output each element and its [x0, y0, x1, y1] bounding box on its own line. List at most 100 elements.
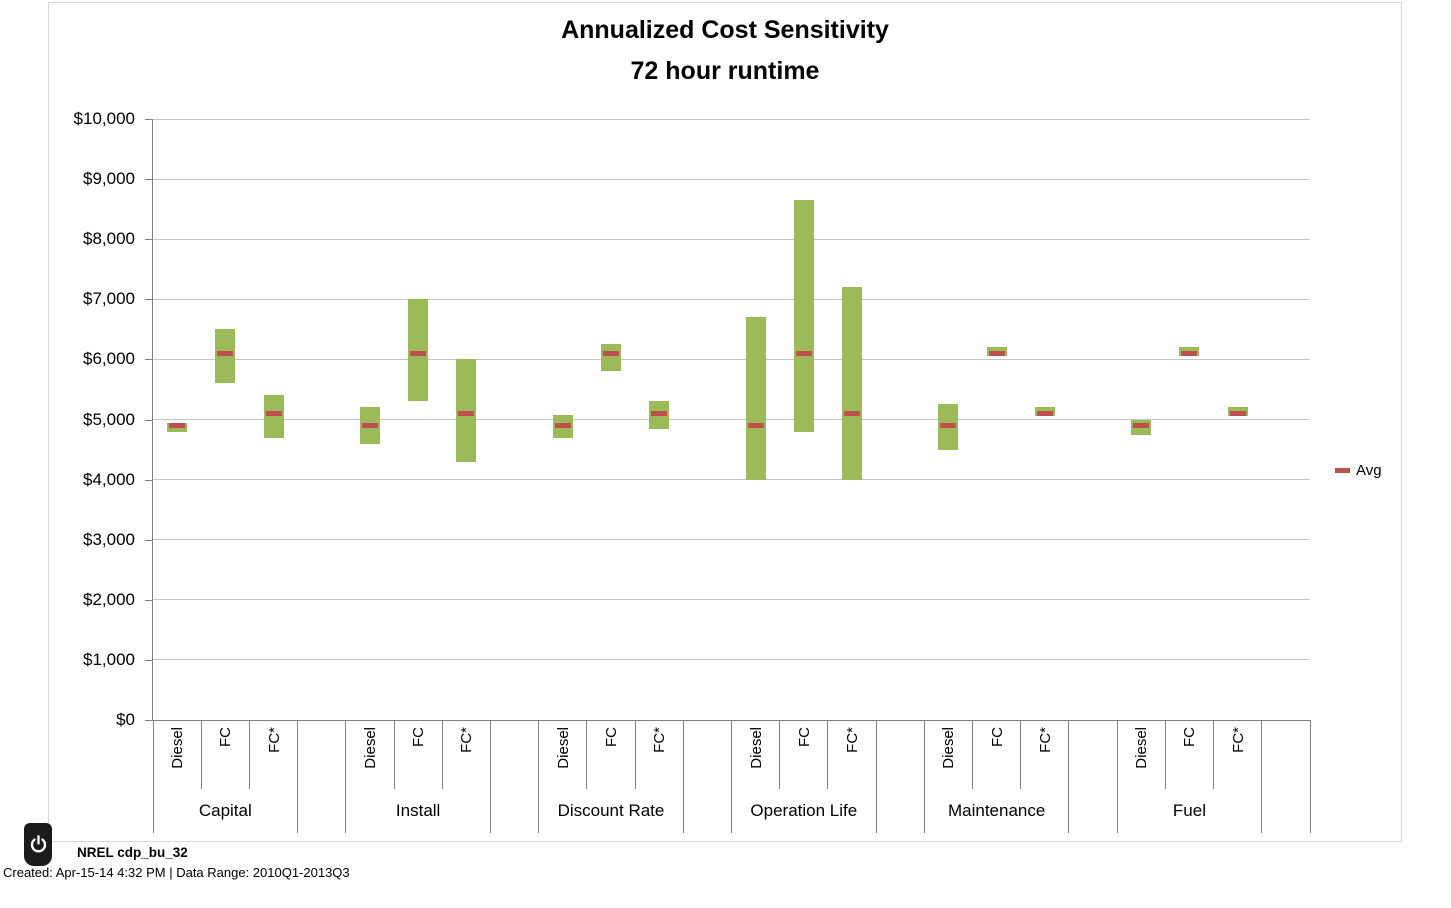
y-axis-tick-label: $9,000 — [83, 169, 135, 189]
gridline — [153, 358, 1310, 360]
category-tick-line — [538, 720, 540, 789]
group-label: Capital — [198, 801, 252, 820]
category-tick-line — [586, 720, 588, 789]
avg-legend-marker-icon — [1335, 468, 1350, 473]
category-label-diesel: Diesel — [732, 720, 780, 789]
avg-marker — [602, 350, 619, 356]
category-tick-line — [1309, 720, 1311, 789]
category-label-fc-star: FC* — [635, 720, 683, 789]
y-axis-tick — [145, 179, 153, 181]
y-axis-tick — [145, 419, 153, 421]
y-axis-tick-label: $3,000 — [83, 529, 135, 549]
group-separator-line — [682, 789, 684, 833]
avg-marker — [1229, 410, 1246, 416]
avg-marker — [795, 350, 812, 356]
avg-marker — [1036, 410, 1053, 416]
gridline — [153, 298, 1310, 300]
gridline — [153, 178, 1310, 180]
y-axis-tick — [145, 720, 153, 721]
range-bar — [456, 359, 477, 462]
legend: Avg — [1335, 462, 1382, 479]
category-label-text: FC* — [651, 727, 669, 753]
group-separator-line — [1309, 789, 1311, 833]
category-label-text: FC — [602, 727, 620, 747]
y-axis-tick — [145, 599, 153, 601]
gridline — [153, 659, 1310, 661]
avg-marker — [651, 410, 668, 416]
category-tick-line — [297, 720, 299, 789]
category-label-fc-star: FC* — [1021, 720, 1069, 789]
category-label-text: FC — [217, 727, 235, 747]
avg-marker — [265, 410, 282, 416]
category-tick-line — [682, 720, 684, 789]
category-label-text: FC* — [1229, 727, 1247, 753]
avg-marker — [988, 350, 1005, 356]
group-separator-line — [731, 789, 732, 833]
y-axis-tick — [145, 359, 153, 361]
y-axis-tick-label: $7,000 — [83, 289, 135, 309]
avg-marker — [458, 410, 475, 416]
y-axis-tick — [145, 119, 153, 120]
category-label-fc: FC — [587, 720, 635, 789]
y-axis-tick-label: $4,000 — [83, 469, 135, 489]
avg-marker — [747, 423, 764, 428]
avg-legend-label: Avg — [1356, 462, 1382, 479]
range-bar — [793, 200, 814, 432]
chart-subtitle: 72 hour runtime — [630, 57, 820, 85]
category-tick-line — [779, 720, 781, 789]
group-label: Fuel — [1172, 801, 1206, 820]
group-separator-line — [1261, 789, 1263, 833]
category-label-text: Diesel — [940, 727, 958, 769]
y-axis-tick-label: $8,000 — [83, 229, 135, 249]
category-tick-line — [875, 720, 877, 789]
power-glyph-icon — [30, 834, 46, 852]
y-axis-tick — [145, 239, 153, 241]
y-axis-tick — [145, 479, 153, 481]
gridline — [153, 238, 1310, 240]
category-label-fc-star: FC* — [828, 720, 876, 789]
group-separator-line — [297, 789, 299, 833]
category-label-fc: FC — [201, 720, 249, 789]
group-label: Maintenance — [947, 801, 1046, 820]
avg-marker — [169, 423, 186, 428]
category-label-diesel: Diesel — [1117, 720, 1165, 789]
category-tick-line — [200, 720, 202, 789]
range-bar — [600, 344, 621, 372]
avg-marker — [1133, 423, 1150, 428]
category-tick-line — [827, 720, 829, 789]
y-axis-tick-label: $5,000 — [83, 409, 135, 429]
group-label: Operation Life — [750, 801, 858, 820]
category-tick-line — [1116, 720, 1118, 789]
power-icon — [24, 823, 52, 866]
range-bar — [263, 395, 284, 438]
category-tick-line — [1261, 720, 1263, 789]
category-label-fc: FC — [394, 720, 442, 789]
category-tick-line — [731, 720, 732, 789]
category-label-diesel: Diesel — [346, 720, 394, 789]
category-label-diesel: Diesel — [153, 720, 201, 789]
category-label-text: Diesel — [747, 727, 765, 769]
group-separator-line — [875, 789, 877, 833]
y-axis-tick — [145, 299, 153, 301]
category-label-text: FC — [1181, 727, 1199, 747]
group-separator-line — [538, 789, 540, 833]
group-separator-line — [1116, 789, 1118, 833]
category-label-text: FC* — [458, 727, 476, 753]
category-tick-line — [923, 720, 925, 789]
category-tick-line — [1068, 720, 1070, 789]
range-bar — [745, 317, 766, 480]
y-axis-tick-label: $1,000 — [83, 649, 135, 669]
category-label-text: Diesel — [169, 727, 187, 769]
category-label-text: Diesel — [361, 727, 379, 769]
group-separator-line — [152, 789, 154, 833]
category-label-fc-star: FC* — [1214, 720, 1262, 789]
range-bar — [408, 299, 429, 402]
gridline — [153, 539, 1310, 541]
category-label-fc-star: FC* — [249, 720, 297, 789]
category-label-text: FC* — [1036, 727, 1054, 753]
gridline — [153, 479, 1310, 481]
x-axis-area: Diesel FC FC* Capital Diesel FC FC* Install Dies… — [152, 720, 1311, 834]
gridline — [153, 599, 1310, 601]
y-axis-tick-label: $0 — [116, 710, 135, 729]
category-tick-line — [1020, 720, 1022, 789]
